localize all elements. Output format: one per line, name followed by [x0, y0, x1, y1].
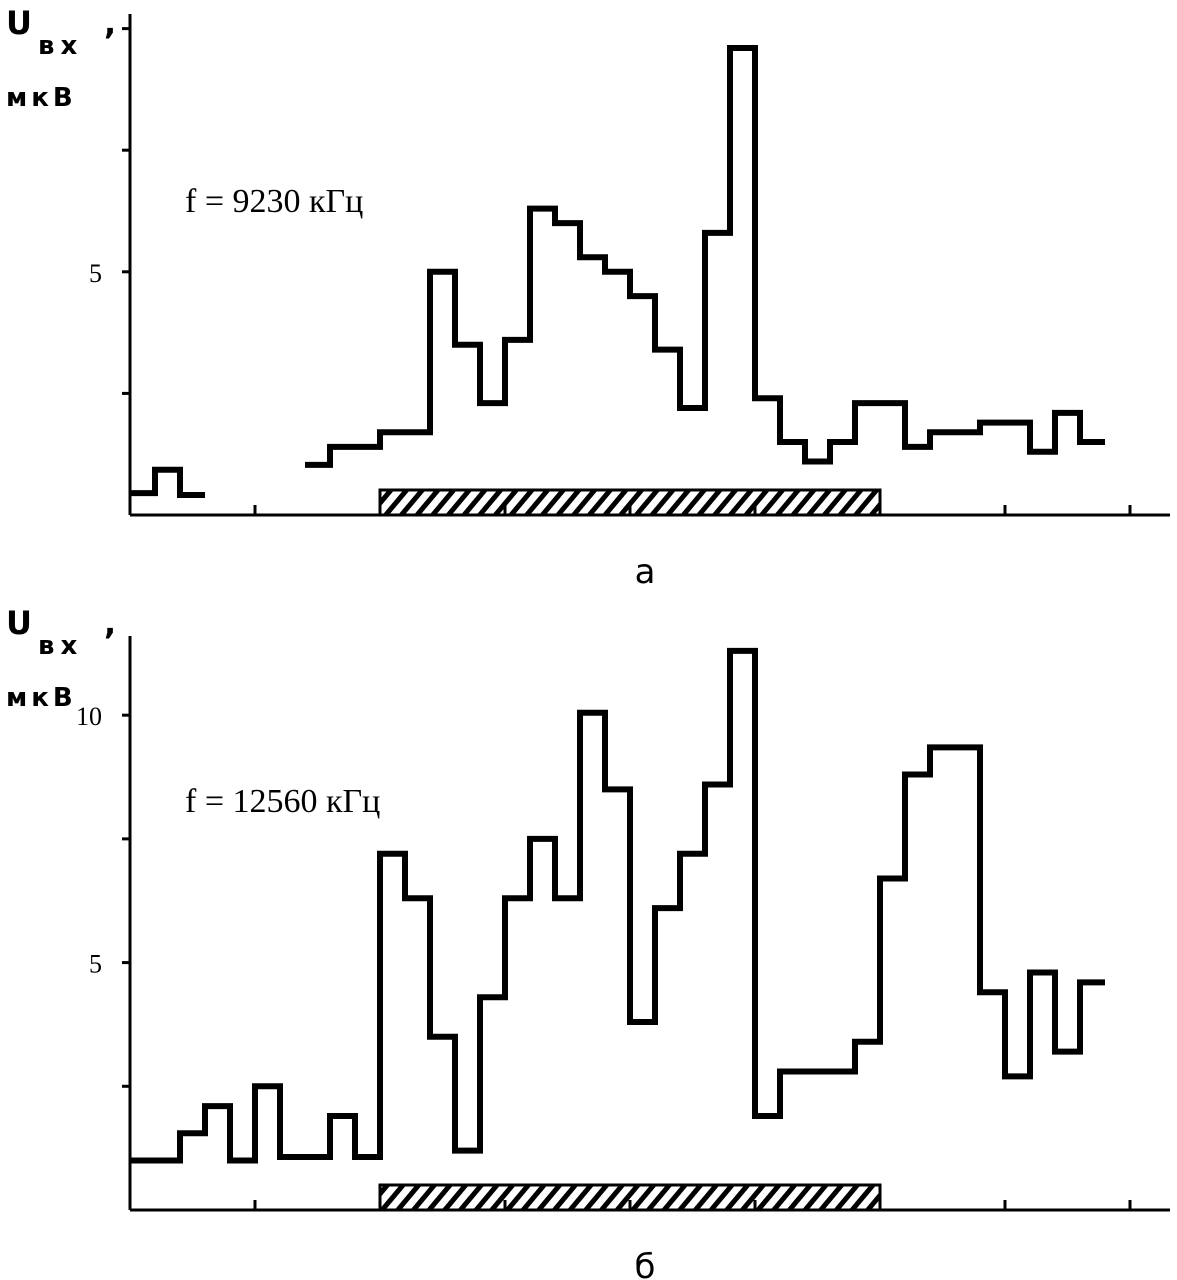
y-tick-label: 5 [89, 259, 102, 288]
y-tick-label: 5 [89, 950, 102, 979]
y-label-subscript: вх [38, 31, 83, 61]
y-tick-label: 10 [76, 702, 102, 731]
y-label-symbol: U [6, 4, 32, 42]
panel-label: б [635, 1247, 656, 1280]
y-label-symbol: U [6, 604, 32, 642]
y-label-separator: , [104, 4, 116, 42]
annotation: f = 12560 кГц [185, 783, 380, 820]
step-line [305, 45, 1105, 468]
y-label-unit: мкВ [6, 683, 77, 713]
y-label-separator: , [104, 604, 116, 642]
annotation: f = 9230 кГц [185, 183, 363, 220]
step-line [130, 466, 205, 499]
panel-label: а [635, 552, 656, 592]
y-label-subscript: вх [38, 631, 83, 661]
y-label-unit: мкВ [6, 83, 77, 113]
step-line [130, 647, 1105, 1164]
